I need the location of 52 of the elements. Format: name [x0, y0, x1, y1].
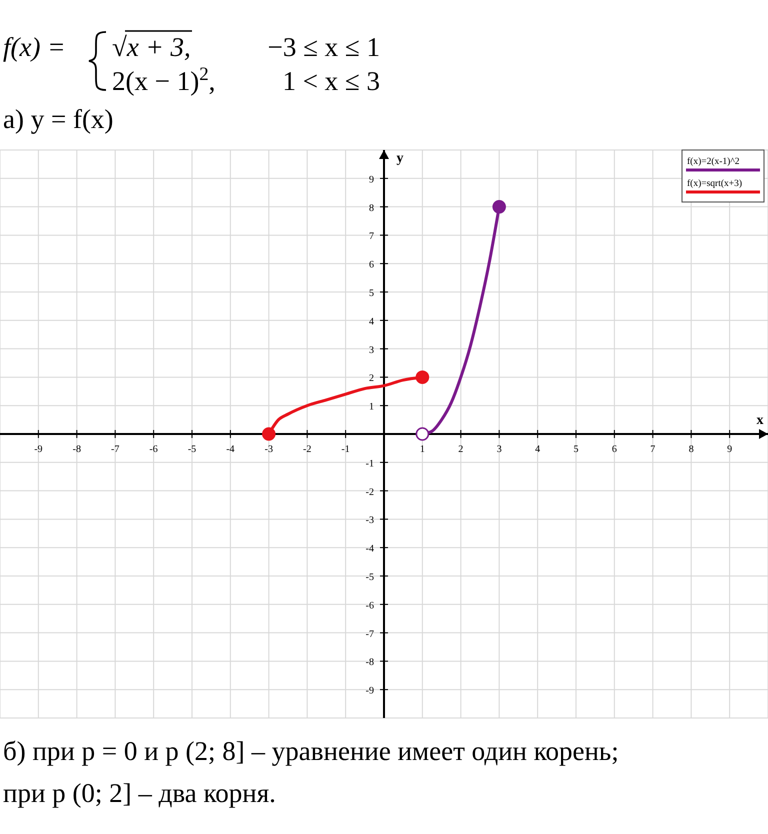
text: при p (0; 2] – два корня. — [3, 778, 276, 808]
x-tick-label: -6 — [149, 444, 158, 455]
x-tick-label: 8 — [688, 444, 694, 455]
y-tick-label: -8 — [366, 657, 374, 668]
point — [416, 427, 430, 441]
x-tick-label: -9 — [34, 444, 43, 455]
x-tick-label: -3 — [264, 444, 273, 455]
y-tick-label: 3 — [369, 344, 374, 356]
point — [416, 370, 430, 384]
x-tick-label: 6 — [612, 444, 617, 455]
x-tick-label: 1 — [420, 444, 425, 455]
point — [262, 427, 276, 441]
y-tick-label: -3 — [366, 515, 374, 526]
x-tick-label: -8 — [72, 444, 81, 455]
x-tick-label: 7 — [650, 444, 656, 455]
y-tick-label: 8 — [369, 202, 374, 214]
y-tick-label: -9 — [366, 686, 374, 697]
y-axis-title: y — [396, 151, 404, 166]
y-tick-label: -2 — [366, 486, 374, 498]
text: б) при p = 0 и p (2; 8] – уравнение имеет один корень; — [3, 736, 619, 766]
y-tick-label: 5 — [369, 288, 374, 299]
y-tick-label: -4 — [366, 544, 374, 555]
text: 2(x − 1)$^{2}$, — [112, 64, 216, 96]
y-tick-label: -5 — [366, 572, 374, 583]
text: а) y = f(x) — [3, 104, 114, 134]
x-tick-label: 2 — [458, 444, 464, 455]
x-tick-label: -5 — [188, 444, 196, 455]
y-tick-label: 1 — [369, 402, 374, 413]
text: 1 < x ≤ 3 — [282, 66, 380, 96]
text: f(x) = — [3, 32, 66, 62]
y-tick-label: 2 — [369, 373, 374, 384]
y-tick-label: -6 — [366, 600, 374, 612]
x-tick-label: -7 — [111, 444, 120, 455]
y-tick-label: -1 — [366, 458, 374, 470]
y-tick-label: 7 — [369, 231, 374, 242]
y-tick-label: 9 — [369, 174, 374, 186]
x-tick-label: 3 — [496, 444, 502, 455]
text: −3 ≤ x ≤ 1 — [268, 32, 380, 62]
y-tick-label: -7 — [366, 628, 374, 640]
x-tick-label: -1 — [341, 444, 350, 455]
x-tick-label: 5 — [574, 444, 578, 455]
x-axis-title: x — [756, 413, 764, 428]
x-tick-label: 9 — [727, 444, 732, 455]
point — [492, 200, 506, 214]
y-tick-label: 6 — [369, 260, 374, 271]
x-tick-label: -2 — [303, 444, 312, 455]
y-tick-label: 4 — [369, 316, 374, 328]
x-tick-label: -4 — [226, 444, 235, 455]
text: √x + 3, — [112, 32, 191, 62]
x-tick-label: 4 — [535, 444, 540, 455]
text: f(x)=2(x-1)^2 — [687, 157, 740, 167]
text: f(x)=sqrt(x+3) — [687, 179, 742, 189]
